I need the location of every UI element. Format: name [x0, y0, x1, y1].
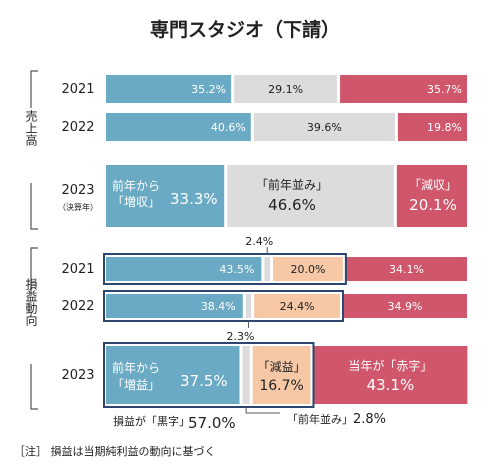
leader-line — [245, 407, 280, 414]
group-label-sales: 売上高 — [24, 109, 38, 147]
highlight-box-2022 — [103, 290, 344, 322]
caption-flat: 「前年並み」 — [256, 177, 328, 192]
data-label: 34.1% — [389, 263, 424, 276]
data-label: 43.5% — [219, 263, 254, 276]
bar-sales-2021-0 — [106, 75, 232, 103]
bar-sales-2021-2 — [340, 75, 467, 103]
data-label: 2.3% — [226, 330, 254, 343]
bar-profit-2022-3 — [342, 294, 467, 318]
caption-up: 「増収」 — [112, 195, 160, 209]
data-label: 20.1% — [409, 196, 457, 214]
annotation-flat: 「前年並み」 — [287, 412, 353, 426]
caption-down-profit: 「減益」 — [258, 359, 306, 374]
year-label: 2022 — [61, 120, 94, 135]
year-label: 2022 — [61, 299, 94, 314]
footnote: ［注］ 損益は当期純利益の動向に基づく — [14, 444, 216, 458]
data-label: 38.4% — [201, 300, 236, 313]
data-label: 24.4% — [280, 300, 315, 313]
data-label: 20.0% — [290, 263, 325, 276]
data-label: 35.2% — [191, 83, 226, 96]
data-label: 46.6% — [268, 196, 316, 214]
bar-sales-2023-0 — [106, 165, 225, 227]
data-label: 33.3% — [170, 190, 218, 208]
caption-up-2023: 「増益」 — [112, 378, 160, 392]
bar-sales-2022-2 — [397, 113, 467, 141]
bar-profit-2022-2 — [254, 294, 340, 318]
caption-down: 「減収」 — [409, 177, 457, 192]
data-label: 40.6% — [211, 121, 246, 134]
data-label: 29.1% — [268, 83, 303, 96]
bar-sales-2022-1 — [253, 113, 395, 141]
data-label: 2.4% — [245, 235, 273, 248]
bar-profit-2021-0 — [106, 257, 262, 281]
data-label: 16.7% — [259, 378, 303, 394]
bar-sales-2022-0 — [106, 113, 251, 141]
bar-sales-2023-2 — [396, 165, 467, 227]
caption-up-2023: 前年から — [112, 360, 160, 375]
bar-profit-2021-1 — [264, 257, 271, 281]
bar-profit-2023-1 — [242, 346, 250, 404]
bar-sales-2021-1 — [234, 75, 338, 103]
annotation-black-value: 57.0% — [188, 414, 236, 432]
year-note: （決算年） — [58, 202, 98, 212]
caption-up: 前年から — [112, 178, 160, 193]
year-label: 2021 — [61, 262, 94, 277]
bar-profit-2023-2 — [252, 346, 311, 404]
bar-profit-2022-1 — [245, 294, 252, 318]
bracket-profit — [30, 247, 38, 410]
caption-red: 当年が「赤字」 — [348, 358, 432, 373]
bracket-sales — [30, 70, 38, 230]
bar-sales-2023-1 — [227, 165, 394, 227]
bar-profit-2021-2 — [273, 257, 343, 281]
data-label: 35.7% — [427, 83, 462, 96]
bar-profit-2023-3 — [313, 346, 468, 404]
data-label: 34.9% — [388, 300, 423, 313]
highlight-box-2023 — [103, 342, 315, 408]
year-label: 2023 — [61, 368, 94, 383]
highlight-box-2021 — [103, 253, 347, 285]
group-label-profit: 損益動向 — [24, 277, 38, 326]
data-label: 43.1% — [367, 376, 415, 394]
chart-title: 専門スタジオ（下請） — [150, 18, 340, 41]
data-label: 39.6% — [307, 121, 342, 134]
year-label: 2021 — [61, 82, 94, 97]
data-label: 19.8% — [427, 121, 462, 134]
bar-profit-2021-3 — [345, 257, 467, 281]
year-label: 2023 — [61, 183, 94, 198]
bar-profit-2022-0 — [106, 294, 243, 318]
annotation-black: 損益が「黒字」 — [113, 414, 190, 428]
data-label: 37.5% — [180, 372, 228, 390]
annotation-flat-value: 2.8% — [353, 412, 386, 427]
bar-profit-2023-0 — [106, 346, 240, 404]
